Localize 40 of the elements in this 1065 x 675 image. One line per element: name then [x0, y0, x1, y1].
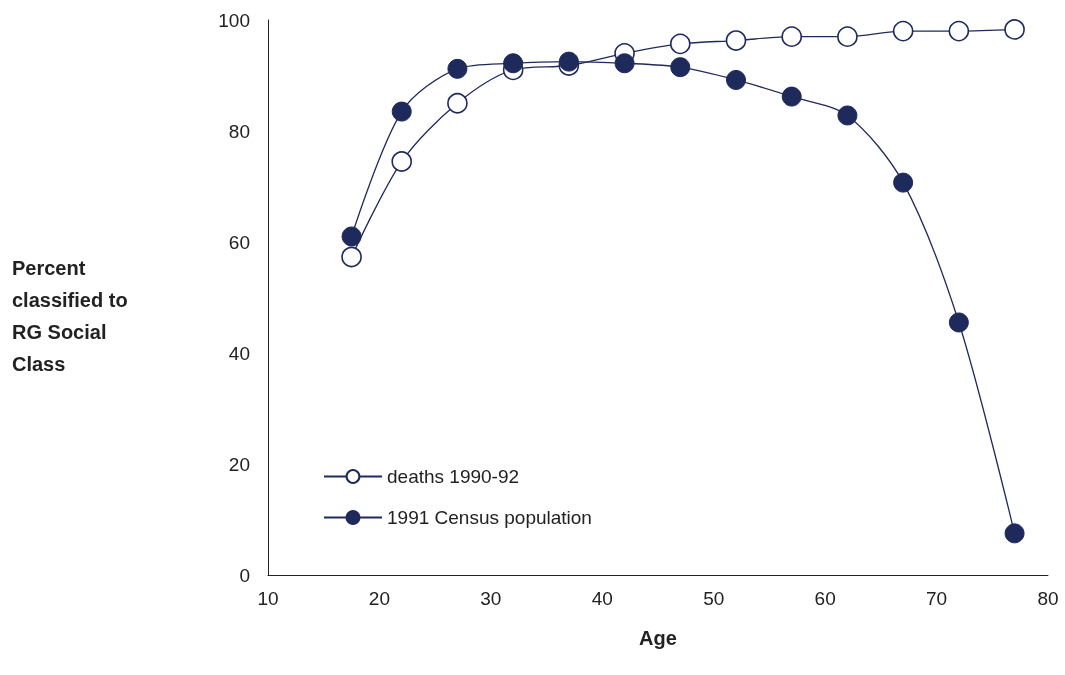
point: [670, 57, 691, 78]
y-tick-label: 80: [228, 120, 250, 142]
x-tick-label: 10: [257, 588, 279, 609]
point: [781, 86, 802, 107]
point: [447, 58, 468, 79]
point: [781, 26, 803, 47]
x-tick-label: 80: [1037, 588, 1059, 609]
point: [837, 26, 858, 47]
point: [391, 151, 413, 172]
point: [1004, 523, 1025, 544]
x-axis-title: Age: [639, 627, 677, 649]
point: [503, 53, 524, 74]
point: [948, 312, 969, 333]
point: [1004, 19, 1025, 40]
y-tick-label: 20: [228, 453, 250, 475]
x-tick-label: 60: [814, 588, 836, 609]
y-tick-label: 60: [228, 231, 250, 253]
x-tick-label: 30: [480, 588, 502, 609]
point: [893, 172, 914, 193]
point: [892, 20, 914, 42]
x-tick-label: 70: [926, 588, 948, 609]
point: [341, 246, 362, 268]
point: [837, 105, 858, 126]
x-tick-label: 20: [368, 588, 390, 609]
point: [726, 69, 746, 90]
x-tick-label: 50: [703, 588, 725, 609]
point: [447, 92, 468, 114]
point: [614, 53, 635, 74]
y-tick-label: 100: [218, 9, 250, 31]
legend-label: deaths 1990-92: [387, 466, 520, 487]
point: [670, 33, 691, 55]
point: [948, 20, 970, 42]
point: [341, 226, 362, 247]
point: [391, 101, 412, 122]
y-axis-title: Percent classified to RG Social Class: [12, 257, 134, 375]
legend-label: 1991 Census population: [387, 507, 592, 528]
y-tick-label: 0: [239, 564, 250, 586]
point: [725, 30, 747, 51]
x-tick-label: 40: [591, 588, 613, 609]
y-tick-label: 40: [228, 342, 250, 364]
